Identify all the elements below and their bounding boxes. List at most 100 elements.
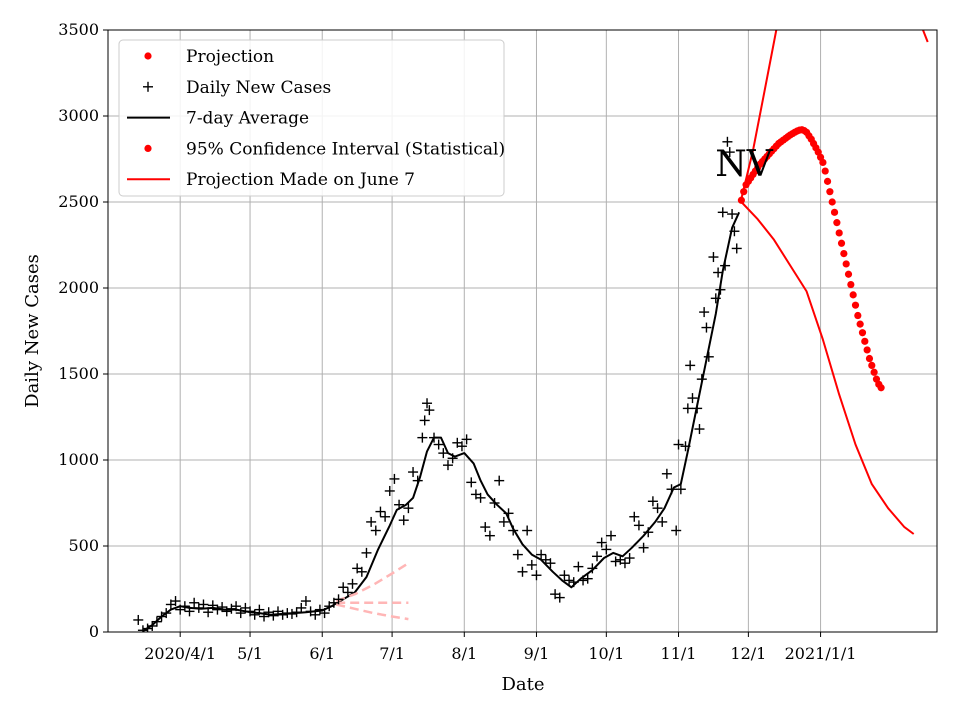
- daily-case-marker: [342, 587, 353, 598]
- daily-case-marker: [489, 498, 500, 508]
- projection-dot: [847, 280, 855, 289]
- daily-case-marker: [526, 559, 537, 570]
- daily-case-marker: [568, 577, 579, 588]
- daily-case-marker: [517, 566, 528, 577]
- daily-case-marker: [424, 405, 435, 416]
- daily-case-marker: [661, 468, 672, 479]
- daily-case-marker: [680, 441, 691, 452]
- daily-case-marker: [137, 625, 148, 632]
- daily-case-marker: [296, 602, 307, 613]
- daily-case-marker: [647, 496, 658, 507]
- projection-dot: [819, 158, 827, 167]
- y-tick-label: 3000: [58, 106, 99, 125]
- daily-case-marker: [412, 475, 423, 486]
- legend-item: 7-day Average: [127, 109, 309, 129]
- daily-case-marker: [461, 434, 472, 445]
- daily-case-marker: [456, 441, 467, 452]
- daily-case-marker: [559, 570, 570, 581]
- daily-case-marker: [384, 485, 395, 496]
- daily-case-marker: [666, 484, 677, 495]
- x-tick-label: 5/1: [237, 644, 263, 663]
- daily-case-marker: [675, 484, 686, 495]
- projection-dot: [870, 368, 878, 376]
- legend-dot-marker: [144, 144, 152, 152]
- daily-case-marker: [398, 515, 409, 526]
- projection-dot: [835, 229, 843, 237]
- x-tick-label: 8/1: [451, 644, 477, 663]
- projection-dot: [821, 167, 829, 175]
- series-line: [740, 30, 778, 199]
- daily-case-marker: [573, 561, 584, 572]
- daily-case-marker: [673, 439, 684, 450]
- daily-case-marker: [696, 374, 707, 385]
- x-tick-label: 10/1: [588, 644, 624, 663]
- plot-frame: [107, 29, 938, 633]
- daily-case-marker: [212, 604, 223, 615]
- daily-case-marker: [596, 537, 607, 548]
- legend-label: 95% Confidence Interval (Statistical): [186, 139, 505, 159]
- x-tick-label: 9/1: [524, 644, 550, 663]
- daily-case-marker: [671, 525, 682, 536]
- series-line: [922, 30, 929, 43]
- projection-dot: [856, 320, 864, 328]
- axis-ticks: 0 500 1000 1500 2000 2500 3000 3500 2020/4/1 5/1 6…: [58, 20, 856, 663]
- daily-case-marker: [333, 594, 344, 605]
- legend-label: 7-day Average: [186, 109, 309, 129]
- daily-case-marker: [217, 602, 228, 613]
- daily-case-marker: [277, 609, 288, 620]
- y-tick-label: 500: [68, 536, 99, 555]
- daily-case-marker: [592, 551, 603, 562]
- daily-case-marker: [701, 322, 712, 333]
- daily-case-marker: [545, 558, 556, 569]
- daily-case-marker: [268, 610, 279, 621]
- daily-case-marker: [610, 556, 621, 567]
- daily-case-marker: [259, 611, 270, 622]
- daily-case-marker: [582, 573, 593, 584]
- legend-box: [118, 39, 505, 197]
- daily-case-marker: [422, 398, 433, 409]
- projection-dot: [863, 346, 871, 354]
- series-line: [335, 562, 410, 603]
- daily-case-marker: [347, 578, 358, 589]
- y-tick-label: 1000: [58, 450, 99, 469]
- daily-case-marker: [319, 608, 330, 619]
- projection-dot: [877, 384, 885, 392]
- legend-dot-marker: [144, 52, 152, 60]
- legend-label: Projection Made on June 7: [186, 170, 415, 190]
- daily-case-marker: [466, 477, 477, 488]
- daily-case-marker: [720, 260, 731, 271]
- daily-case-marker: [536, 549, 547, 560]
- daily-case-marker: [375, 506, 386, 517]
- projection-dot: [849, 291, 857, 299]
- annotation-label: NV: [715, 144, 774, 185]
- daily-case-marker: [389, 473, 400, 484]
- x-tick-label: 12/1: [730, 644, 766, 663]
- daily-case-marker: [522, 525, 533, 536]
- projection-dot: [828, 198, 836, 206]
- daily-case-marker: [652, 503, 663, 514]
- daily-case-marker: [480, 522, 491, 533]
- daily-case-marker: [633, 520, 644, 531]
- daily-case-marker: [207, 600, 218, 611]
- daily-case-marker: [254, 604, 265, 615]
- daily-case-marker: [170, 596, 181, 607]
- legend-label: Daily New Cases: [186, 78, 331, 98]
- daily-case-marker: [682, 403, 693, 414]
- x-axis-label: Date: [501, 674, 544, 695]
- daily-case-marker: [629, 511, 640, 522]
- legend: Projection Daily New Cases 7-day Average 95…: [118, 39, 505, 197]
- x-tick-label: 2021/1/1: [785, 644, 857, 663]
- daily-case-marker: [338, 582, 349, 593]
- projection-dot: [865, 354, 874, 363]
- daily-case-marker: [300, 596, 311, 607]
- daily-case-marker: [729, 226, 740, 237]
- daily-case-marker: [221, 606, 232, 617]
- daily-case-marker: [638, 542, 649, 553]
- daily-case-marker: [408, 467, 419, 478]
- daily-case-marker: [687, 393, 698, 404]
- x-tick-label: 6/1: [309, 644, 335, 663]
- projection-dot: [837, 239, 846, 247]
- y-axis-label: Daily New Cases: [22, 254, 43, 408]
- daily-case-marker: [531, 570, 542, 581]
- daily-case-marker: [231, 601, 242, 612]
